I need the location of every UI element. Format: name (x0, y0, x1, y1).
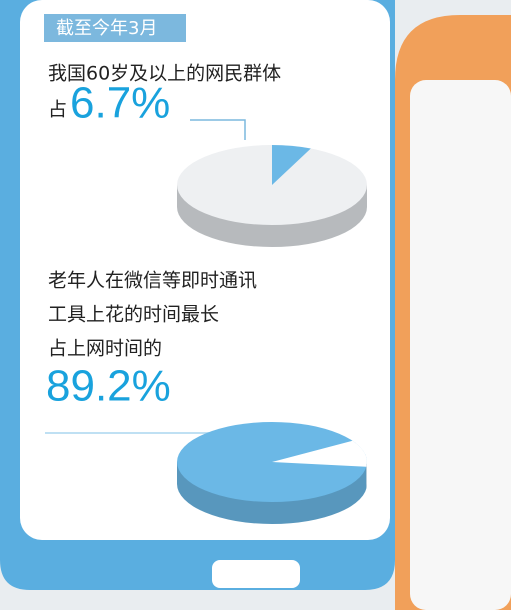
pie-slice (272, 145, 311, 185)
title-line: 占 (48, 99, 67, 121)
home-button (212, 560, 300, 588)
value-label: 6.7% (70, 79, 170, 128)
header-box (44, 14, 186, 42)
title-line: 工具上花的时间最长 (48, 304, 219, 326)
header: 截至今年3月 (56, 18, 157, 39)
phone-screen (20, 0, 390, 540)
pie-slice-side (366, 462, 367, 489)
orange-phone-screen (410, 80, 511, 610)
title-line: 占上网时间的 (48, 338, 162, 360)
title-line: 我国60岁及以上的网民群体 (48, 63, 281, 85)
leader-line (190, 119, 246, 140)
value-label: 89.2% (46, 362, 171, 411)
pie-slice (272, 440, 367, 467)
title-line: 老年人在微信等即时通讯 (48, 270, 257, 292)
